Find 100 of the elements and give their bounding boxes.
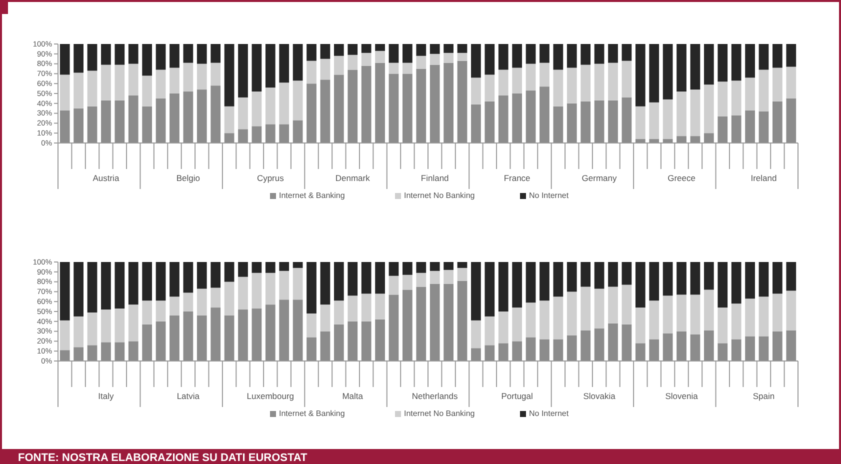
bar <box>457 268 468 281</box>
bar <box>210 86 221 143</box>
bar <box>156 321 166 361</box>
bar <box>196 44 207 64</box>
bar <box>690 90 700 136</box>
bar <box>196 64 207 90</box>
bar <box>156 262 166 301</box>
bar <box>87 106 98 143</box>
bar <box>786 66 796 98</box>
bar <box>388 276 399 295</box>
bar <box>745 78 755 110</box>
bar <box>114 44 125 65</box>
bar <box>74 316 84 348</box>
bar <box>772 44 782 68</box>
bar <box>114 262 125 309</box>
bar <box>183 92 194 143</box>
bar <box>142 300 152 324</box>
bar <box>498 343 508 361</box>
bar <box>306 262 316 314</box>
bar <box>540 62 550 87</box>
bar <box>594 100 604 143</box>
bar <box>649 102 660 140</box>
x-tick-label: Slovakia <box>583 391 616 401</box>
bar <box>594 328 604 361</box>
bar <box>416 272 426 287</box>
bar <box>375 50 385 63</box>
bar <box>279 44 290 83</box>
bar <box>758 70 769 112</box>
bar <box>114 100 125 143</box>
bar <box>320 58 330 80</box>
bar <box>566 44 577 68</box>
bar <box>210 44 221 63</box>
bar <box>265 124 276 143</box>
bar <box>608 286 618 324</box>
bar <box>292 120 303 143</box>
x-tick-label: Luxembourg <box>246 391 294 401</box>
bar <box>457 44 468 53</box>
bar <box>444 52 454 63</box>
bar <box>279 270 290 300</box>
bar <box>430 54 440 65</box>
bar <box>608 323 618 361</box>
bar <box>608 62 618 100</box>
bar <box>265 88 276 124</box>
bar <box>457 60 468 143</box>
bar <box>498 95 508 143</box>
bar <box>348 321 358 361</box>
bar <box>526 64 536 91</box>
bar <box>512 308 522 342</box>
bar <box>74 262 84 316</box>
x-tick-label: Portugal <box>501 391 534 401</box>
bar <box>635 44 646 106</box>
bar <box>170 94 180 143</box>
bar <box>348 262 358 296</box>
bar <box>772 262 782 294</box>
bar <box>540 339 550 361</box>
bar <box>183 262 194 293</box>
bar <box>388 74 399 143</box>
bar <box>101 100 111 143</box>
bar <box>388 294 399 361</box>
bar <box>142 44 152 76</box>
bar <box>87 44 98 71</box>
bar <box>183 62 194 92</box>
bar <box>676 136 686 143</box>
bar <box>553 339 564 361</box>
bar <box>512 94 522 143</box>
bar <box>292 268 303 300</box>
bar <box>60 350 70 361</box>
bar <box>649 44 660 102</box>
bar <box>279 300 290 361</box>
bar <box>128 262 138 305</box>
bar <box>183 292 194 312</box>
bar <box>526 44 536 64</box>
bar <box>416 44 426 56</box>
bar <box>649 339 660 361</box>
bar <box>210 308 221 361</box>
bar <box>265 272 276 305</box>
bar <box>758 296 769 336</box>
bar <box>252 44 262 92</box>
bar <box>348 296 358 322</box>
bar <box>718 116 728 143</box>
bar <box>170 296 180 316</box>
bar <box>718 82 728 116</box>
bar <box>101 310 111 342</box>
bar <box>361 44 372 53</box>
bar <box>649 262 660 301</box>
bar <box>580 101 591 143</box>
bar <box>580 262 591 287</box>
bar <box>444 284 454 361</box>
bar <box>430 64 440 143</box>
bar <box>292 262 303 268</box>
bar <box>170 44 180 68</box>
bar <box>306 44 316 61</box>
bar <box>662 296 673 334</box>
bar <box>183 312 194 361</box>
x-tick-label: Cyprus <box>256 173 284 183</box>
bar <box>608 100 618 143</box>
bar <box>566 262 577 292</box>
bar <box>224 44 234 106</box>
bar <box>745 110 755 143</box>
bar <box>662 333 673 361</box>
